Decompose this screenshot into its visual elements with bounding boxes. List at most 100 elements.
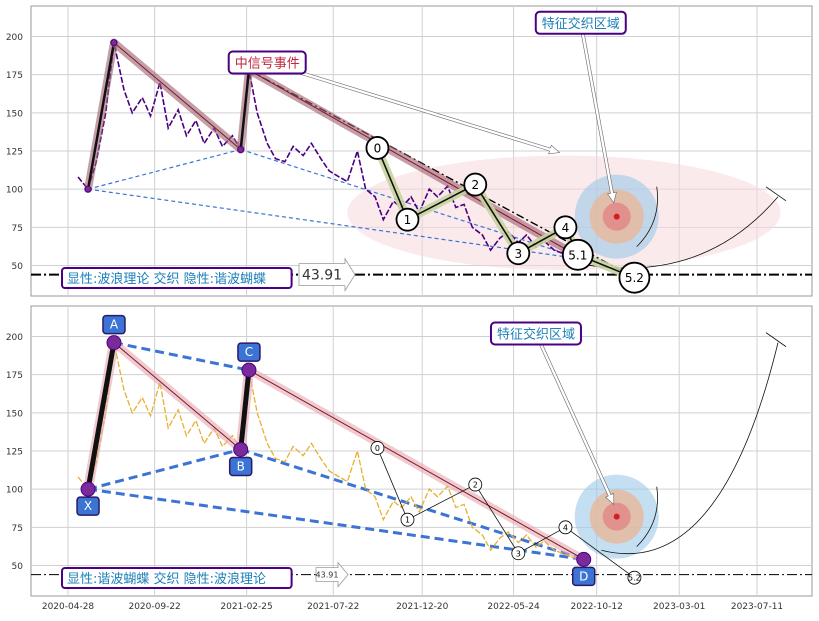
pattern-label-box [61,567,293,589]
y-tick-label: 200 [6,333,23,343]
wave-point-circle [553,215,578,240]
x-tick-label: 2020-09-22 [128,602,180,612]
x-tick-label: 2022-05-24 [487,602,540,612]
target-icon [574,174,659,259]
y-tick-label: 125 [6,448,23,458]
annotation-callout: 特征交织区域 [534,10,627,35]
wave-point-circle [365,136,390,160]
projection-arc-cap [765,332,787,347]
wave-point-label: 3 [516,549,521,558]
target-arc [636,486,658,547]
wave-point-circle [561,238,594,271]
harmonic-point-label: C [245,345,253,359]
hollow-arrow-icon [580,32,617,204]
annotation-box [227,50,307,75]
harmonic-guide-line [240,448,585,561]
harmonic-point-marker [241,362,257,378]
wave-point-label: 5.2 [625,271,644,285]
harmonic-point-marker [84,185,92,193]
wave-point-circle [370,441,385,455]
wave-leg-line [474,184,519,254]
level-value-label: 43.91 [316,571,339,580]
y-tick-label: 150 [6,409,23,419]
y-tick-label: 75 [12,524,23,534]
hollow-arrow-icon [538,341,615,506]
arrow-tag-icon [298,257,356,293]
y-tick-label: 100 [6,486,23,496]
annotation-text: 特征交织区域 [542,16,620,32]
target-arc [636,186,658,247]
y-tick-label: 175 [6,371,23,381]
harmonic-leg-line [239,68,251,151]
harmonic-guide-line [87,448,242,491]
wave-point-label: 4 [562,221,570,235]
wave-point-label: 5.2 [628,574,641,583]
wave-point-label: 5.1 [568,248,587,262]
wave-point-label: 1 [404,213,412,227]
harmonic-point-label: B [237,459,245,473]
wave-point-label: 0 [374,141,382,155]
wave-point-circle [511,546,526,561]
wave-point-circle [395,207,420,232]
harmonic-leg-line [85,340,117,492]
harmonic-guide-line [87,148,241,190]
wave-point-circle [468,477,483,492]
harmonic-point-box [228,456,253,477]
wave-point-circle [627,570,642,585]
harmonic-point-marker [576,551,592,567]
harmonic-leg-line [248,69,585,260]
hollow-arrow-icon [275,63,561,155]
wave-point-label: 4 [563,523,568,532]
pattern-label-text: 显性:谐波蝴蝶 交织 隐性:波浪理论 [67,571,266,587]
projection-arc [601,342,779,555]
annotation-text: 特征交织区域 [497,326,575,342]
wave-leg-line [377,447,408,520]
annotation-box [489,321,582,346]
wave-point-circle [558,520,573,535]
wave-point-label: 1 [405,516,410,525]
y-tick-label: 75 [12,224,23,234]
annotation-arrow-shape [538,341,615,506]
harmonic-point-box [76,496,100,516]
wave-point-circle [618,261,651,294]
x-tick-label: 2023-07-11 [731,602,783,612]
harmonic-leg-line [248,369,585,560]
wave-point-label: 0 [375,444,380,453]
harmonic-point-marker [237,145,245,153]
wave-point-circle [463,172,488,197]
wave-leg-line [474,484,519,554]
x-tick-label: 2022-10-12 [571,602,623,612]
arrow-tag-icon [315,561,349,588]
harmonic-point-marker [110,39,118,47]
wave-leg-line [407,484,476,521]
wave-leg-line [565,526,635,579]
annotation-arrow-shape [275,63,561,155]
annotation-callout: 特征交织区域 [489,321,582,346]
bottom-panel: 50 75 100 125 150 175 200 2020-04-28 2020-09-22 2… [6,305,813,612]
harmonic-point-marker [233,441,249,457]
harmonic-leg-line [86,41,116,191]
harmonic-leg-line [238,367,252,452]
target-icon [574,474,659,559]
y-tick-label: 100 [6,186,23,196]
level-tag-shape [315,561,349,588]
y-tick-label: 150 [6,109,23,119]
wave-leg-line [518,526,566,554]
y-tick-label: 50 [12,262,24,272]
wave-point-circle [506,241,531,266]
harmonic-point-box [102,314,126,335]
harmonic-point-marker [106,335,122,351]
y-tick-label: 50 [12,562,24,572]
plot-content [31,38,812,282]
level-value-label: 43.91 [302,268,342,284]
plot-content [31,332,812,579]
harmonic-leg-line [113,42,242,150]
y-tick-label: 175 [6,71,23,81]
y-tick-label: 125 [6,148,23,158]
harmonic-point-marker [80,481,96,497]
harmonic-point-label: D [579,569,588,583]
level-tag-shape [298,257,356,293]
wave-point-label: 2 [471,178,479,192]
x-tick-label: 2021-02-25 [220,602,272,612]
